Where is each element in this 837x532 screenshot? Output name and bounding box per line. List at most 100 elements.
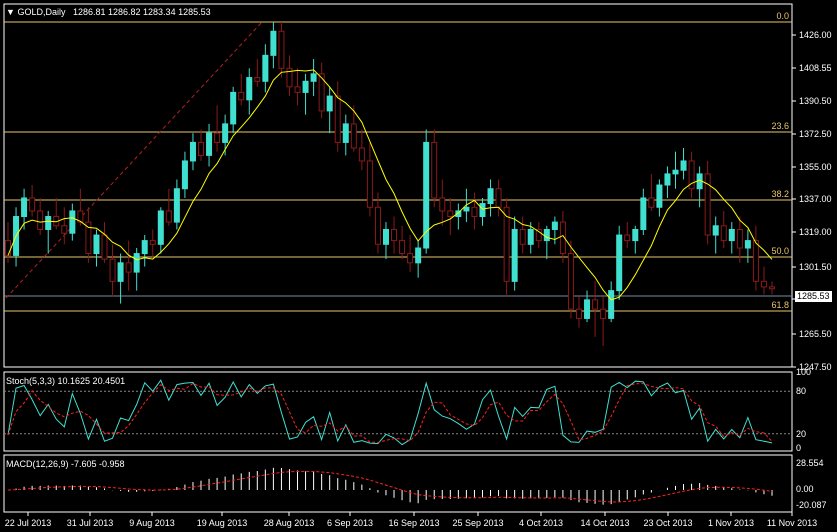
candle-body	[704, 173, 711, 236]
price-tick-label: 1408.55	[799, 63, 832, 73]
stoch-axis-label: 80	[796, 386, 806, 396]
candle-body	[455, 210, 462, 218]
candle-body	[584, 299, 591, 319]
stoch-label: Stoch(5,3,3) 10.1625 20.4501	[6, 376, 126, 386]
candle-body	[157, 210, 164, 245]
candle-body	[744, 240, 751, 249]
candle-body	[648, 197, 655, 208]
candle-body	[760, 280, 767, 288]
candle-body	[463, 206, 470, 212]
price-tick-label: 1265.50	[799, 329, 832, 339]
candle-body	[302, 80, 309, 93]
price-tick-label: 1337.00	[799, 194, 832, 204]
candle-body	[21, 197, 28, 218]
candle-body	[77, 210, 84, 223]
candle-body	[664, 173, 671, 186]
candle-body	[262, 54, 269, 82]
macd-axis-label: 28.554	[796, 458, 824, 468]
price-tick-label: 1301.50	[799, 262, 832, 272]
candle-body	[407, 253, 414, 264]
candle-body	[29, 197, 36, 212]
candle-body	[439, 197, 446, 212]
candle-body	[37, 210, 44, 230]
candle-body	[736, 228, 743, 249]
candle-body	[5, 240, 11, 256]
candle-body	[672, 169, 679, 175]
stoch-panel-border	[3, 371, 793, 452]
stoch-axis-label: 0	[796, 443, 801, 453]
candle-body	[117, 262, 124, 282]
time-axis-label: 14 Oct 2013	[580, 518, 629, 528]
candle-body	[527, 228, 534, 245]
candle-body	[222, 123, 229, 143]
candle-body	[342, 123, 349, 143]
candle-body	[278, 30, 285, 69]
time-axis-label: 6 Sep 2013	[327, 518, 373, 528]
time-axis-label: 28 Aug 2013	[264, 518, 315, 528]
candle-body	[61, 225, 68, 234]
fib-level-label: 38.2	[771, 189, 789, 199]
price-tick-label: 1372.50	[799, 129, 832, 139]
candle-body	[495, 188, 502, 208]
price-tick-label: 1319.00	[799, 227, 832, 237]
time-axis-label: 22 Jul 2013	[5, 518, 52, 528]
candle-body	[374, 206, 381, 245]
candle-body	[334, 95, 341, 143]
candle-body	[632, 228, 639, 242]
candle-body	[447, 210, 454, 218]
candle-body	[399, 240, 406, 255]
macd-signal-line	[7, 470, 773, 503]
price-tick-label: 1390.50	[799, 96, 832, 106]
stoch-signal-line	[7, 382, 773, 443]
candle-body	[592, 299, 599, 310]
candle-body	[712, 225, 719, 236]
time-axis-label: 25 Sep 2013	[452, 518, 503, 528]
candle-body	[181, 160, 188, 190]
symbol-title: GOLD,Daily	[17, 7, 66, 17]
candle-body	[600, 308, 607, 319]
fib-level-label: 61.8	[771, 300, 789, 310]
candle-body	[358, 147, 365, 162]
stoch-axis-label: 100	[796, 367, 811, 377]
ohlc-values: 1286.81 1286.82 1283.34 1285.53	[72, 7, 211, 17]
candle-body	[45, 216, 52, 230]
candle-body	[608, 290, 615, 319]
macd-panel-border	[3, 454, 793, 513]
candle-body	[431, 141, 438, 199]
macd-axis-label: 0.00	[796, 484, 814, 494]
candle-body	[656, 184, 663, 208]
dropdown-arrow-icon[interactable]: ▼	[6, 7, 15, 17]
candle-body	[511, 228, 518, 282]
candle-body	[141, 240, 148, 255]
candle-body	[93, 234, 100, 255]
candle-body	[471, 206, 478, 218]
stoch-axis-label: 20	[796, 429, 806, 439]
candle-body	[246, 77, 253, 101]
candle-body	[206, 132, 213, 156]
candle-body	[487, 188, 494, 205]
time-axis-label: 19 Aug 2013	[197, 518, 248, 528]
candle-body	[165, 210, 172, 223]
candle-body	[680, 160, 687, 171]
candle-body	[109, 258, 116, 282]
candle-body	[551, 221, 558, 230]
candle-body	[326, 95, 333, 112]
candle-body	[543, 228, 550, 242]
candle-body	[567, 253, 574, 310]
candle-body	[198, 141, 205, 156]
candle-body	[366, 160, 373, 208]
candle-body	[294, 86, 301, 93]
candle-body	[575, 308, 582, 319]
candle-body	[133, 253, 140, 273]
candle-body	[519, 228, 526, 245]
candle-body	[535, 228, 542, 242]
fib-level-label: 50.0	[771, 246, 789, 256]
candle-body	[254, 77, 261, 82]
candle-body	[769, 286, 775, 290]
candle-body	[640, 197, 647, 230]
candle-body	[415, 247, 422, 264]
candle-body	[69, 210, 76, 234]
candle-body	[752, 240, 759, 282]
